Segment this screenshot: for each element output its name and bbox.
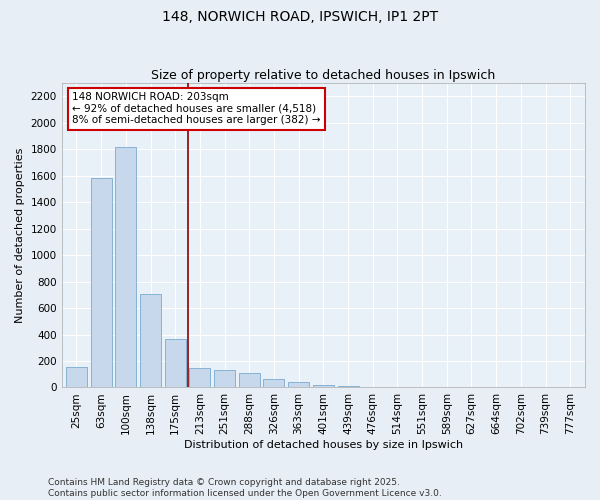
Y-axis label: Number of detached properties: Number of detached properties	[15, 148, 25, 323]
Text: Contains HM Land Registry data © Crown copyright and database right 2025.
Contai: Contains HM Land Registry data © Crown c…	[48, 478, 442, 498]
Bar	[239, 373, 260, 388]
Bar	[288, 382, 309, 388]
Bar	[91, 178, 112, 388]
Bar	[190, 368, 211, 388]
Bar	[263, 379, 284, 388]
Text: 148, NORWICH ROAD, IPSWICH, IP1 2PT: 148, NORWICH ROAD, IPSWICH, IP1 2PT	[162, 10, 438, 24]
Bar	[140, 294, 161, 388]
Bar	[313, 386, 334, 388]
Text: 148 NORWICH ROAD: 203sqm
← 92% of detached houses are smaller (4,518)
8% of semi: 148 NORWICH ROAD: 203sqm ← 92% of detach…	[72, 92, 320, 126]
Title: Size of property relative to detached houses in Ipswich: Size of property relative to detached ho…	[151, 69, 496, 82]
Bar	[338, 386, 359, 388]
Bar	[214, 370, 235, 388]
Bar	[66, 367, 87, 388]
Bar	[165, 338, 186, 388]
Bar	[115, 146, 136, 388]
X-axis label: Distribution of detached houses by size in Ipswich: Distribution of detached houses by size …	[184, 440, 463, 450]
